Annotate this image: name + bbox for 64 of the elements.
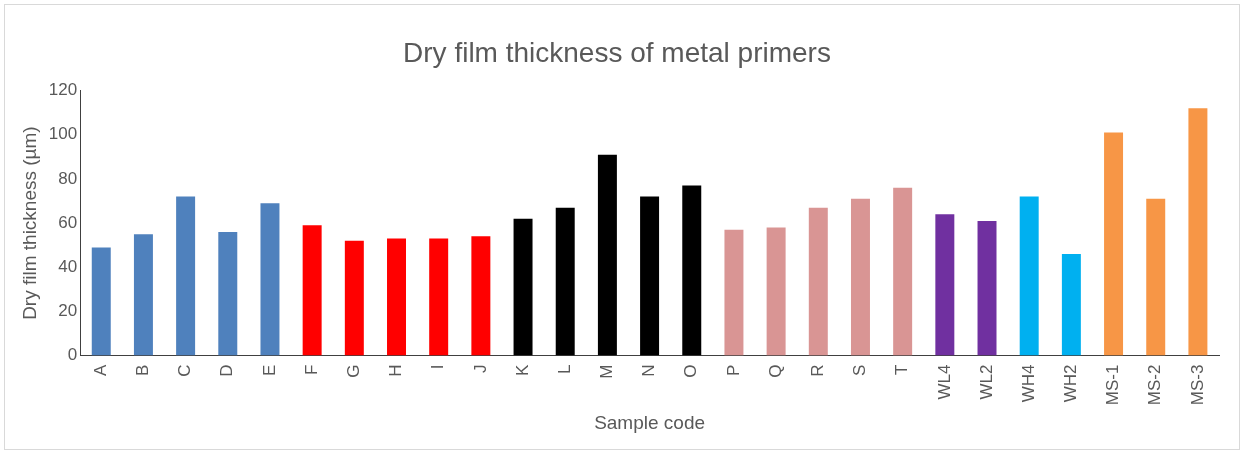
bar [471,236,491,356]
bar [1188,108,1208,356]
y-tick-label: 40 [58,256,78,276]
y-tick-label: 120 [48,80,78,100]
x-tick-label: S [850,364,870,376]
x-tick-label: J [470,364,490,374]
x-tick-label: C [175,364,195,377]
bar [977,220,997,356]
x-tick-label: G [344,364,364,378]
bar [91,247,111,356]
y-tick-label: 0 [67,345,78,365]
x-tick-label: WH2 [1061,364,1081,403]
x-tick-label: WL4 [934,364,954,400]
bar [302,225,322,356]
x-tick-label: D [217,364,237,377]
bar [218,231,238,356]
bar [260,203,280,356]
bar [1061,254,1081,356]
x-tick-label: T [892,364,912,375]
bar [429,238,449,356]
x-tick-label: O [681,364,701,378]
x-tick-label: H [386,364,406,377]
y-tick-label: 100 [48,124,78,144]
bar [1019,196,1039,356]
x-tick-label: MS-1 [1103,364,1123,406]
bar [935,214,955,356]
x-tick-label: P [723,364,743,376]
bar [682,185,702,356]
x-tick-label: K [512,363,532,376]
bar [766,227,786,356]
bar [344,240,364,356]
bar [1146,198,1166,356]
bar [640,196,660,356]
x-tick-label: E [259,364,279,376]
chart-title: Dry film thickness of metal primers [403,36,831,68]
bar [724,229,744,356]
bar [808,207,828,356]
bar [597,154,617,356]
x-tick-label: A [90,363,110,376]
x-tick-label: N [639,364,659,377]
x-tick-label: MS-3 [1187,364,1207,406]
y-tick-label: 20 [58,301,78,321]
y-axis-title: Dry film thickness (µm) [18,126,40,320]
x-axis-title: Sample code [594,411,706,433]
bar [133,234,153,356]
x-tick-label: F [301,364,321,375]
bar [893,187,913,356]
x-tick-label: B [133,364,153,376]
x-tick-label: M [597,364,617,379]
bar [555,207,575,356]
x-tick-label: R [807,364,827,377]
bar [1104,132,1124,356]
x-tick-label: MS-2 [1145,364,1165,406]
bar [850,198,870,356]
x-tick-label: Q [765,364,785,378]
x-tick-label: L [554,364,574,375]
y-tick-label: 80 [58,168,78,188]
bar [513,218,533,356]
y-tick-label: 60 [58,212,78,232]
bar [176,196,196,356]
x-tick-label: I [428,364,448,370]
bar [387,238,406,356]
x-tick-label: WH4 [1018,364,1038,403]
x-tick-label: WL2 [976,364,996,400]
